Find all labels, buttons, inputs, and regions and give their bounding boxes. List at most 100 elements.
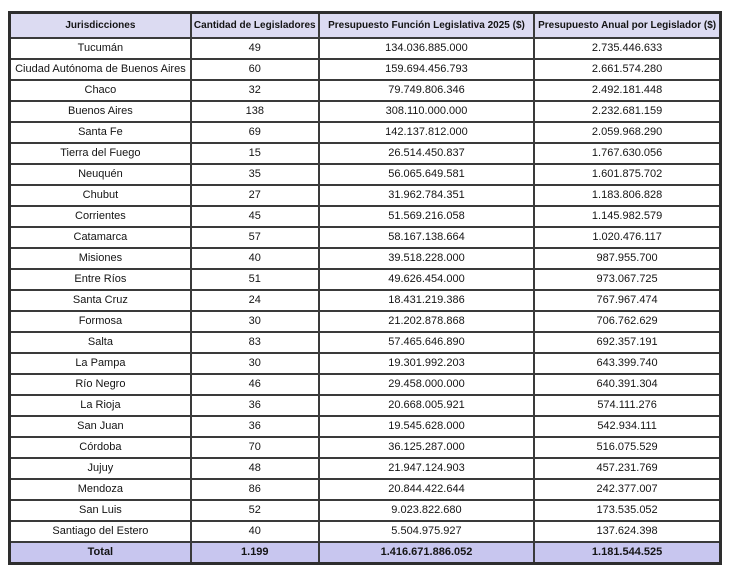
budget-2025-cell: 51.569.216.058: [317, 205, 536, 228]
budget-per-legislator-cell: 542.934.111: [533, 415, 722, 438]
legislators-count-cell: 30: [189, 352, 320, 375]
budget-2025-cell: 56.065.649.581: [317, 163, 536, 186]
jurisdiction-cell: Santa Cruz: [8, 289, 192, 312]
budget-per-legislator-cell: 1.183.806.828: [533, 184, 722, 207]
legislators-count-cell: 60: [189, 58, 320, 81]
budget-per-legislator-cell: 1.767.630.056: [533, 142, 722, 165]
budget-2025-cell: 58.167.138.664: [317, 226, 536, 249]
jurisdiction-cell: Córdoba: [8, 436, 192, 459]
jurisdiction-cell: Jujuy: [8, 457, 192, 480]
legislators-count-cell: 49: [189, 37, 320, 60]
budget-per-legislator-cell: 706.762.629: [533, 310, 722, 333]
table-row: Tucumán 49 134.036.885.000 2.735.446.633: [8, 37, 722, 60]
budget-per-legislator-cell: 137.624.398: [533, 520, 722, 543]
header-row: Jurisdicciones Cantidad de Legisladores …: [8, 11, 722, 39]
table-row: Santa Fe 69 142.137.812.000 2.059.968.290: [8, 121, 722, 144]
jurisdiction-cell: Ciudad Autónoma de Buenos Aires: [8, 58, 192, 81]
budget-2025-cell: 21.947.124.903: [317, 457, 536, 480]
budget-2025-cell: 5.504.975.927: [317, 520, 536, 543]
budget-per-legislator-cell: 1.601.875.702: [533, 163, 722, 186]
legislators-count-cell: 36: [189, 394, 320, 417]
table-row: La Pampa 30 19.301.992.203 643.399.740: [8, 352, 722, 375]
legislators-count-cell: 70: [189, 436, 320, 459]
col-header-jurisdicciones: Jurisdicciones: [8, 11, 192, 39]
legislators-count-cell: 30: [189, 310, 320, 333]
budget-per-legislator-cell: 574.111.276: [533, 394, 722, 417]
legislators-count-cell: 57: [189, 226, 320, 249]
jurisdiction-cell: La Pampa: [8, 352, 192, 375]
budget-per-legislator-cell: 1.145.982.579: [533, 205, 722, 228]
jurisdiction-cell: Catamarca: [8, 226, 192, 249]
table-row: La Rioja 36 20.668.005.921 574.111.276: [8, 394, 722, 417]
budget-per-legislator-cell: 2.232.681.159: [533, 100, 722, 123]
table-row: Buenos Aires 138 308.110.000.000 2.232.681.…: [8, 100, 722, 123]
table-row: Corrientes 45 51.569.216.058 1.145.982.579: [8, 205, 722, 228]
jurisdiction-cell: San Luis: [8, 499, 192, 522]
legislators-count-cell: 86: [189, 478, 320, 501]
legislators-count-cell: 138: [189, 100, 320, 123]
table-row: Ciudad Autónoma de Buenos Aires 60 159.694…: [8, 58, 722, 81]
legislators-count-cell: 15: [189, 142, 320, 165]
col-header-presupuesto-anual: Presupuesto Anual por Legislador ($): [533, 11, 722, 39]
table-row: Formosa 30 21.202.878.868 706.762.629: [8, 310, 722, 333]
budget-2025-cell: 21.202.878.868: [317, 310, 536, 333]
budget-per-legislator-cell: 692.357.191: [533, 331, 722, 354]
budget-2025-cell: 18.431.219.386: [317, 289, 536, 312]
table-row: Tierra del Fuego 15 26.514.450.837 1.767.63…: [8, 142, 722, 165]
budget-2025-cell: 9.023.822.680: [317, 499, 536, 522]
jurisdiction-cell: Entre Ríos: [8, 268, 192, 291]
jurisdiction-cell: Tierra del Fuego: [8, 142, 192, 165]
budget-2025-cell: 29.458.000.000: [317, 373, 536, 396]
table-row: Jujuy 48 21.947.124.903 457.231.769: [8, 457, 722, 480]
table-row: Mendoza 86 20.844.422.644 242.377.007: [8, 478, 722, 501]
legislators-count-cell: 40: [189, 520, 320, 543]
table-row: Río Negro 46 29.458.000.000 640.391.304: [8, 373, 722, 396]
total-legisladores: 1.199: [189, 541, 320, 565]
jurisdiction-cell: Santa Fe: [8, 121, 192, 144]
legislators-count-cell: 45: [189, 205, 320, 228]
budget-2025-cell: 19.301.992.203: [317, 352, 536, 375]
budget-2025-cell: 159.694.456.793: [317, 58, 536, 81]
legislators-count-cell: 36: [189, 415, 320, 438]
budget-per-legislator-cell: 2.492.181.448: [533, 79, 722, 102]
legislators-count-cell: 40: [189, 247, 320, 270]
budget-2025-cell: 36.125.287.000: [317, 436, 536, 459]
budget-per-legislator-cell: 2.661.574.280: [533, 58, 722, 81]
table-row: Catamarca 57 58.167.138.664 1.020.476.117: [8, 226, 722, 249]
table-row: Santa Cruz 24 18.431.219.386 767.967.474: [8, 289, 722, 312]
legislators-count-cell: 27: [189, 184, 320, 207]
table-row: Chaco 32 79.749.806.346 2.492.181.448: [8, 79, 722, 102]
budget-per-legislator-cell: 643.399.740: [533, 352, 722, 375]
legislators-count-cell: 48: [189, 457, 320, 480]
budget-per-legislator-cell: 2.059.968.290: [533, 121, 722, 144]
table-row: Entre Ríos 51 49.626.454.000 973.067.725: [8, 268, 722, 291]
jurisdiction-cell: Chubut: [8, 184, 192, 207]
legislators-count-cell: 69: [189, 121, 320, 144]
jurisdiction-cell: Misiones: [8, 247, 192, 270]
total-presupuesto-funcion: 1.416.671.886.052: [317, 541, 536, 565]
table-row: San Juan 36 19.545.628.000 542.934.111: [8, 415, 722, 438]
budget-per-legislator-cell: 767.967.474: [533, 289, 722, 312]
budget-per-legislator-cell: 987.955.700: [533, 247, 722, 270]
jurisdiction-cell: Salta: [8, 331, 192, 354]
legislators-count-cell: 83: [189, 331, 320, 354]
budget-2025-cell: 57.465.646.890: [317, 331, 536, 354]
budget-2025-cell: 308.110.000.000: [317, 100, 536, 123]
budget-2025-cell: 134.036.885.000: [317, 37, 536, 60]
legislators-count-cell: 52: [189, 499, 320, 522]
budget-per-legislator-cell: 640.391.304: [533, 373, 722, 396]
budget-2025-cell: 142.137.812.000: [317, 121, 536, 144]
jurisdiction-cell: Chaco: [8, 79, 192, 102]
jurisdiction-cell: Formosa: [8, 310, 192, 333]
jurisdiction-cell: La Rioja: [8, 394, 192, 417]
budget-2025-cell: 31.962.784.351: [317, 184, 536, 207]
total-label: Total: [8, 541, 192, 565]
jurisdiction-cell: San Juan: [8, 415, 192, 438]
jurisdiction-cell: Tucumán: [8, 37, 192, 60]
legislators-count-cell: 51: [189, 268, 320, 291]
total-row: Total 1.199 1.416.671.886.052 1.181.544.…: [8, 541, 722, 565]
budget-per-legislator-cell: 173.535.052: [533, 499, 722, 522]
legislators-count-cell: 32: [189, 79, 320, 102]
budget-2025-cell: 19.545.628.000: [317, 415, 536, 438]
table-footer: Total 1.199 1.416.671.886.052 1.181.544.…: [8, 541, 722, 565]
